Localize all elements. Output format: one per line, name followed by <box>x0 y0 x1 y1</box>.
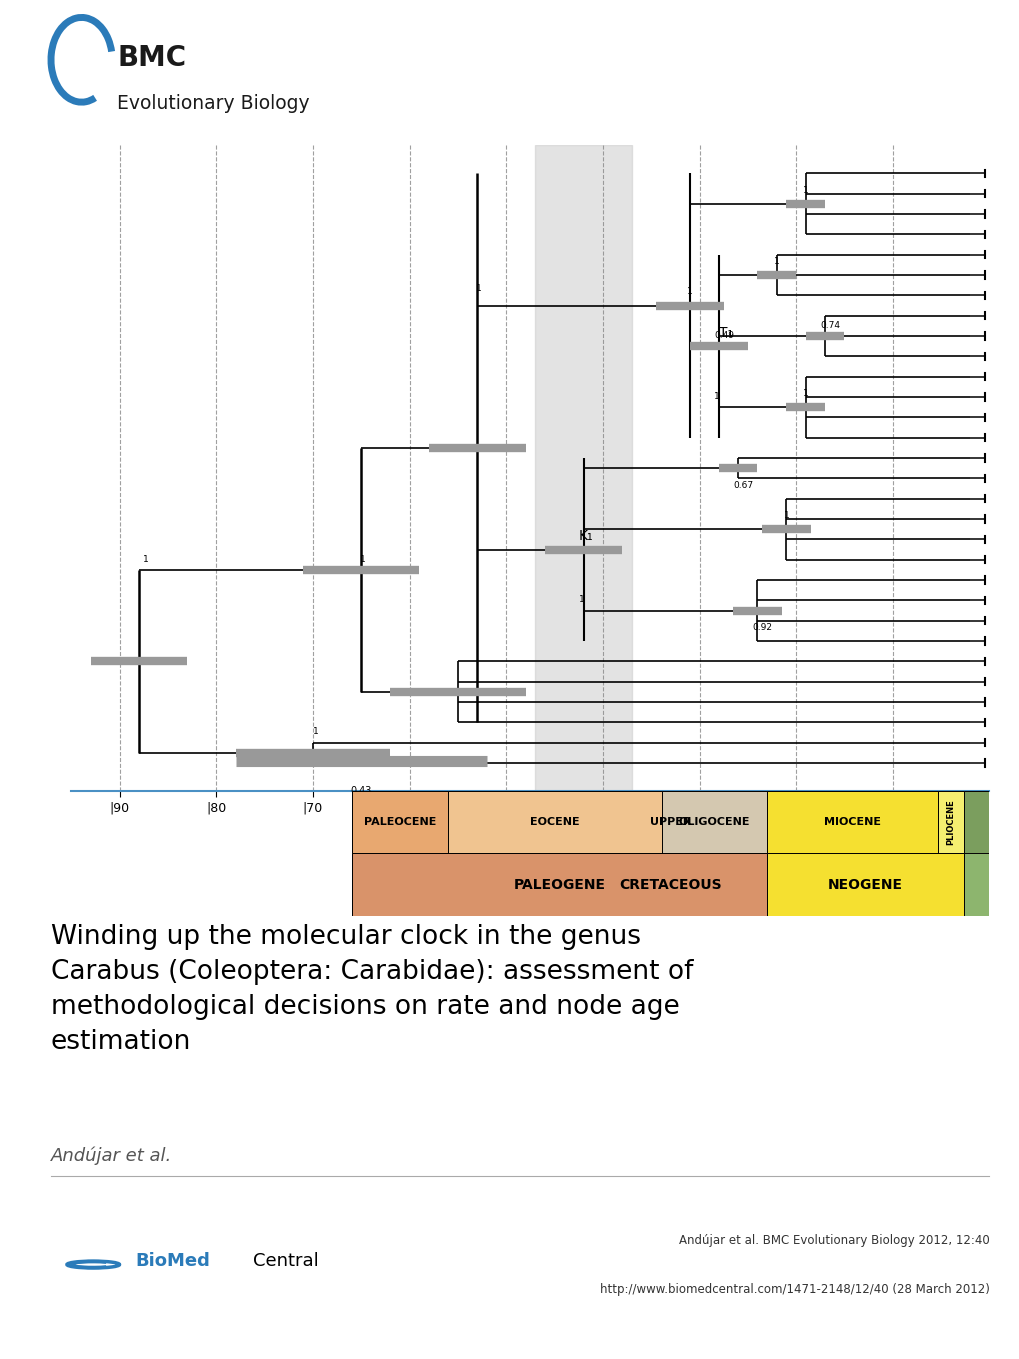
Bar <box>352 791 447 853</box>
Text: 0.74: 0.74 <box>819 321 840 330</box>
Bar <box>937 791 963 853</box>
Text: 1: 1 <box>802 186 808 194</box>
Bar <box>352 853 988 916</box>
Text: 1: 1 <box>773 257 779 266</box>
Bar <box>766 791 937 853</box>
Text: Evolutionary Biology: Evolutionary Biology <box>117 94 310 113</box>
Bar <box>766 853 963 916</box>
Bar <box>661 791 766 853</box>
Bar <box>535 145 631 791</box>
Text: K₁: K₁ <box>578 529 593 544</box>
Text: http://www.biomedcentral.com/1471-2148/12/40 (28 March 2012): http://www.biomedcentral.com/1471-2148/1… <box>599 1283 988 1295</box>
Text: 0.43: 0.43 <box>351 786 372 796</box>
Text: Andújar et al. BMC Evolutionary Biology 2012, 12:40: Andújar et al. BMC Evolutionary Biology … <box>678 1234 988 1246</box>
Text: 1: 1 <box>783 511 789 520</box>
Bar <box>352 791 988 853</box>
Text: CRETACEOUS: CRETACEOUS <box>619 878 721 892</box>
Text: 1: 1 <box>313 727 318 737</box>
Text: 1: 1 <box>476 284 482 294</box>
Text: PALEOGENE: PALEOGENE <box>513 878 605 892</box>
Text: 1: 1 <box>802 389 808 398</box>
Text: 0.67: 0.67 <box>733 481 753 489</box>
Text: 1: 1 <box>713 391 719 401</box>
Text: 1: 1 <box>578 595 584 605</box>
Text: UPPER: UPPER <box>649 817 691 828</box>
Text: OLIGOCENE: OLIGOCENE <box>678 817 750 828</box>
Text: 0.92: 0.92 <box>752 622 772 632</box>
Text: EOCENE: EOCENE <box>530 817 579 828</box>
Text: NEOGENE: NEOGENE <box>827 878 903 892</box>
Text: BMC: BMC <box>117 45 186 72</box>
Text: MIOCENE: MIOCENE <box>823 817 880 828</box>
Text: Winding up the molecular clock in the genus
Carabus (Coleoptera: Carabidae): ass: Winding up the molecular clock in the ge… <box>51 924 693 1055</box>
Text: PALEOCENE: PALEOCENE <box>364 817 436 828</box>
Text: BioMed: BioMed <box>136 1252 210 1269</box>
Text: 1: 1 <box>687 287 692 296</box>
Text: Central: Central <box>253 1252 318 1269</box>
Text: Andújar et al.: Andújar et al. <box>51 1147 172 1166</box>
Text: T₁: T₁ <box>718 326 733 340</box>
Text: 0.49: 0.49 <box>713 332 734 340</box>
Text: 1: 1 <box>360 554 366 564</box>
Bar <box>447 791 661 853</box>
Text: PLIOCENE: PLIOCENE <box>946 799 955 845</box>
Bar <box>352 853 766 916</box>
Text: 1: 1 <box>143 554 149 564</box>
